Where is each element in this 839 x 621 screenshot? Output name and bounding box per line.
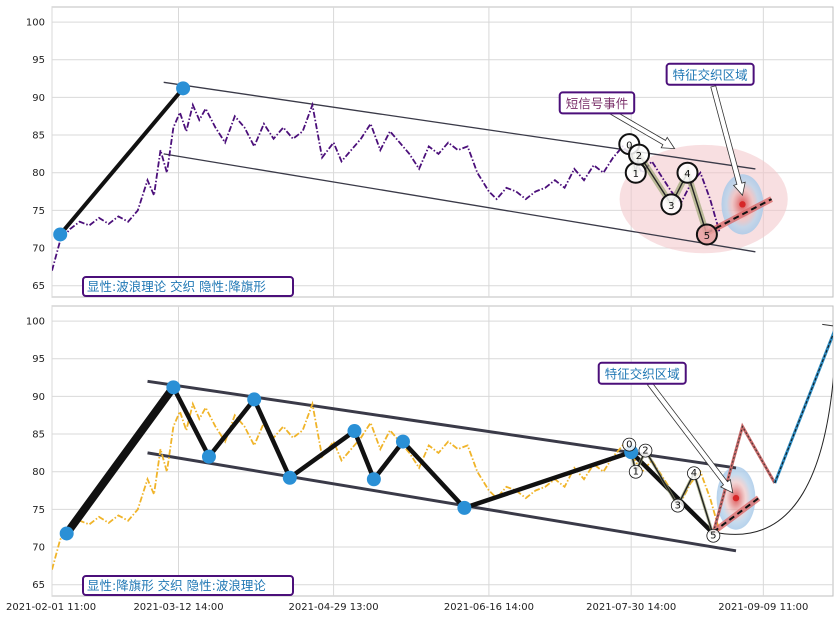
wave-marker <box>166 380 181 395</box>
callout-box <box>597 361 687 385</box>
y-tick-label: 85 <box>32 430 45 441</box>
x-tick-label: 2021-07-30 14:00 <box>586 602 676 613</box>
y-tick-label: 75 <box>32 505 45 516</box>
wave-count-label: 3 <box>668 201 674 212</box>
y-tick-label: 80 <box>32 467 45 478</box>
channel-line <box>163 153 756 253</box>
price-series-line <box>52 400 721 570</box>
callout-arrow <box>710 85 746 197</box>
y-tick-label: 100 <box>26 18 45 29</box>
wave-impulse-segment <box>62 383 178 538</box>
wave-count-label: 2 <box>636 151 642 162</box>
projection-up-dash <box>774 333 833 484</box>
wave-marker <box>395 434 410 449</box>
x-axis: 2021-02-01 11:00 2021-03-12 14:00 2021-04-… <box>6 602 808 613</box>
wave-marker <box>201 449 216 464</box>
pattern-badge <box>82 575 294 596</box>
x-tick-label: 2021-09-09 11:00 <box>718 602 808 613</box>
y-tick-label: 70 <box>32 244 45 255</box>
wave-marker <box>282 470 297 485</box>
y-tick-label: 90 <box>32 392 45 403</box>
y-tick-label: 95 <box>32 55 45 66</box>
wave-marker <box>176 81 191 96</box>
projection-end-tick <box>822 323 833 327</box>
x-tick-label: 2021-06-16 14:00 <box>444 602 534 613</box>
wave-count-label: 0 <box>626 141 632 152</box>
callout-box <box>665 62 755 86</box>
channel-line <box>147 451 737 553</box>
y-tick-label: 70 <box>32 543 45 554</box>
wave-count-marker <box>627 143 650 166</box>
x-tick-label: 2021-04-29 13:00 <box>289 602 379 613</box>
price-series-line <box>52 101 721 271</box>
y-tick-label: 65 <box>32 281 45 292</box>
target-line <box>706 198 773 234</box>
wave-marker <box>457 500 472 515</box>
projection-path-dash <box>712 425 776 533</box>
wave-count-marker <box>687 466 701 481</box>
wave-count-marker <box>638 443 653 458</box>
y-tick-label: 85 <box>32 131 45 142</box>
y-tick-label: 100 <box>26 317 45 328</box>
wave-marker <box>59 526 74 541</box>
wave-marker <box>53 227 68 242</box>
y-tick-label: 75 <box>32 206 45 217</box>
pattern-badge-label: 显性:波浪理论 交织 隐性:降旗形 <box>87 279 266 294</box>
wave-count-label: 1 <box>633 169 639 180</box>
callout-box <box>558 91 636 115</box>
y-tick-label: 95 <box>32 354 45 365</box>
wave-count-label: 0 <box>626 440 632 451</box>
callout-label: 特征交织区域 <box>605 366 680 381</box>
zone-center-dot <box>732 494 740 502</box>
x-tick-label: 2021-03-12 14:00 <box>133 602 223 613</box>
wave-count-marker <box>622 437 637 452</box>
wave-marker <box>366 472 381 487</box>
projection-arc <box>713 376 833 535</box>
x-tick-label: 2021-02-01 11:00 <box>6 602 96 613</box>
target-line-glow <box>711 495 761 535</box>
wave-count-marker <box>670 498 685 513</box>
wave-line <box>58 87 185 236</box>
callout-label: 特征交织区域 <box>673 67 748 82</box>
pattern-badge <box>82 276 294 297</box>
y-tick-label: 65 <box>32 580 45 591</box>
plot-content: 0 12 3 4 5 <box>52 323 833 570</box>
wave-marker <box>347 424 362 439</box>
wave-count-label: 5 <box>710 531 716 542</box>
y-tick-label: 90 <box>32 93 45 104</box>
wave-count-label: 3 <box>675 501 681 512</box>
wave-count-label: 4 <box>684 169 690 180</box>
wave-marker <box>247 392 262 407</box>
wave-count-marker <box>695 223 718 246</box>
wave-count-marker <box>660 193 683 216</box>
zone-center-dot <box>739 201 746 208</box>
wave-count-marker <box>706 528 721 543</box>
wave-count-marker <box>676 161 699 184</box>
wave-count-label: 4 <box>691 468 697 479</box>
callout-arrow <box>646 381 734 494</box>
y-tick-label: 80 <box>32 168 45 179</box>
callout-label: 短信号事件 <box>566 96 629 111</box>
channel-line <box>163 81 756 170</box>
plot-content: 0 1 2 3 4 5 <box>52 81 788 271</box>
top-panel: 65 70 75 80 85 90 95 100 0 1 2 3 4 5 短信号事件 特征交织区域显性:波浪理… <box>26 6 834 298</box>
wave-count-label: 1 <box>633 467 639 478</box>
wave-count-label: 5 <box>704 231 710 242</box>
wave-count-label: 2 <box>642 446 648 457</box>
wave-count-marker <box>628 464 643 479</box>
pattern-badge-label: 显性:降旗形 交织 隐性:波浪理论 <box>87 578 266 593</box>
